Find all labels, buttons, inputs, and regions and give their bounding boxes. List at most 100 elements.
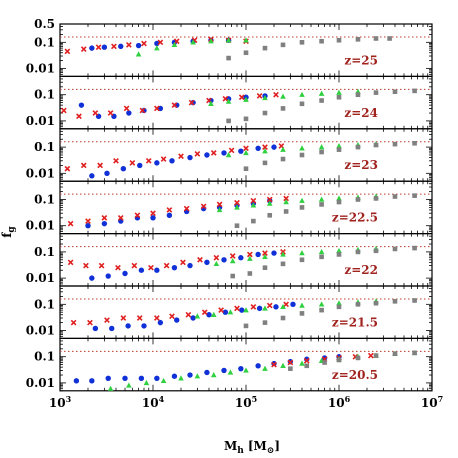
data-point <box>234 199 240 206</box>
data-point <box>246 251 253 258</box>
data-point <box>64 48 71 55</box>
data-point <box>141 40 147 47</box>
data-point <box>70 319 77 326</box>
data-point <box>101 44 108 50</box>
data-point <box>187 262 193 269</box>
data-point <box>111 43 117 50</box>
data-point <box>256 305 263 312</box>
data-point <box>412 245 417 251</box>
x-tick-labels: 103 104 105 106 107 <box>49 394 443 410</box>
data-point <box>228 147 235 154</box>
data-point <box>262 45 268 51</box>
data-point <box>143 379 150 386</box>
series-x <box>67 195 289 227</box>
data-point <box>267 212 273 218</box>
data-point <box>238 148 244 154</box>
data-point <box>225 98 232 104</box>
data-point <box>262 148 268 154</box>
data-point <box>412 193 417 198</box>
data-point <box>126 382 132 388</box>
data-point <box>210 311 217 317</box>
x-tick-label: 107 <box>421 394 443 410</box>
series-circle <box>89 144 277 179</box>
data-point <box>178 153 184 160</box>
data-point <box>280 251 286 257</box>
data-point <box>154 40 160 47</box>
data-point <box>109 325 115 332</box>
series-triangle <box>213 245 379 267</box>
data-point <box>83 262 89 269</box>
data-point <box>262 253 268 260</box>
data-point <box>204 369 210 376</box>
data-point <box>392 194 398 199</box>
data-point <box>262 305 268 311</box>
data-point <box>373 142 379 148</box>
data-point <box>243 96 249 102</box>
data-point <box>319 202 324 207</box>
data-point <box>262 160 268 166</box>
data-point <box>299 311 305 316</box>
data-point <box>412 140 417 146</box>
data-point <box>92 110 99 116</box>
y-tick-label: 0.01 <box>26 324 55 338</box>
data-point <box>208 38 214 44</box>
data-point <box>85 223 91 229</box>
data-point <box>234 204 240 210</box>
data-point <box>222 309 229 315</box>
data-point <box>166 207 173 213</box>
data-point <box>336 143 342 149</box>
data-point <box>148 264 154 271</box>
data-point <box>118 43 124 50</box>
data-point <box>299 101 305 107</box>
series-square <box>288 350 417 371</box>
data-point <box>101 220 108 227</box>
data-point <box>216 201 223 208</box>
y-tick-label: 0.1 <box>34 193 55 207</box>
data-point <box>266 200 273 206</box>
y-tick-label: 0.1 <box>34 350 55 364</box>
panel-z=24: 0.1 0.01 z=24 <box>26 75 433 130</box>
data-point <box>188 99 195 106</box>
panel-z=22: 0.1 0.01 z=22 <box>26 233 433 287</box>
data-point <box>336 199 342 205</box>
data-point <box>373 248 379 254</box>
data-point <box>280 362 286 368</box>
data-point <box>336 147 342 152</box>
x-tick-label: 104 <box>142 394 165 410</box>
data-point <box>160 377 167 384</box>
data-point <box>225 37 232 43</box>
data-point <box>355 249 361 255</box>
redshift-label: z=25 <box>344 53 378 67</box>
data-point <box>89 45 95 51</box>
data-point <box>373 36 379 41</box>
data-point <box>271 250 277 256</box>
data-point <box>204 259 210 266</box>
data-point <box>213 260 220 267</box>
data-point <box>266 196 273 203</box>
data-point <box>67 220 74 227</box>
y-tick-label: 0.1 <box>34 140 55 154</box>
data-point <box>216 206 223 213</box>
data-point <box>266 302 273 309</box>
redshift-label: z=21.5 <box>332 315 378 329</box>
data-point <box>319 149 324 155</box>
data-point <box>190 315 196 321</box>
data-point <box>299 145 305 151</box>
data-point <box>185 311 192 318</box>
data-point <box>243 166 249 171</box>
data-point <box>229 257 236 264</box>
data-point <box>190 39 196 45</box>
series-x <box>64 143 285 172</box>
data-point <box>174 317 180 323</box>
data-point <box>225 152 232 158</box>
data-point <box>173 38 180 45</box>
data-point <box>134 212 141 219</box>
data-point <box>120 315 127 321</box>
data-point <box>230 273 236 279</box>
data-point <box>280 146 286 152</box>
data-point <box>107 385 114 391</box>
data-point <box>412 350 417 356</box>
panels-group: 0.50.10.01z=250.10.01z=240.10.01z=230.10… <box>26 17 443 410</box>
y-tick-label: 0.01 <box>26 219 55 233</box>
data-point <box>194 373 201 379</box>
